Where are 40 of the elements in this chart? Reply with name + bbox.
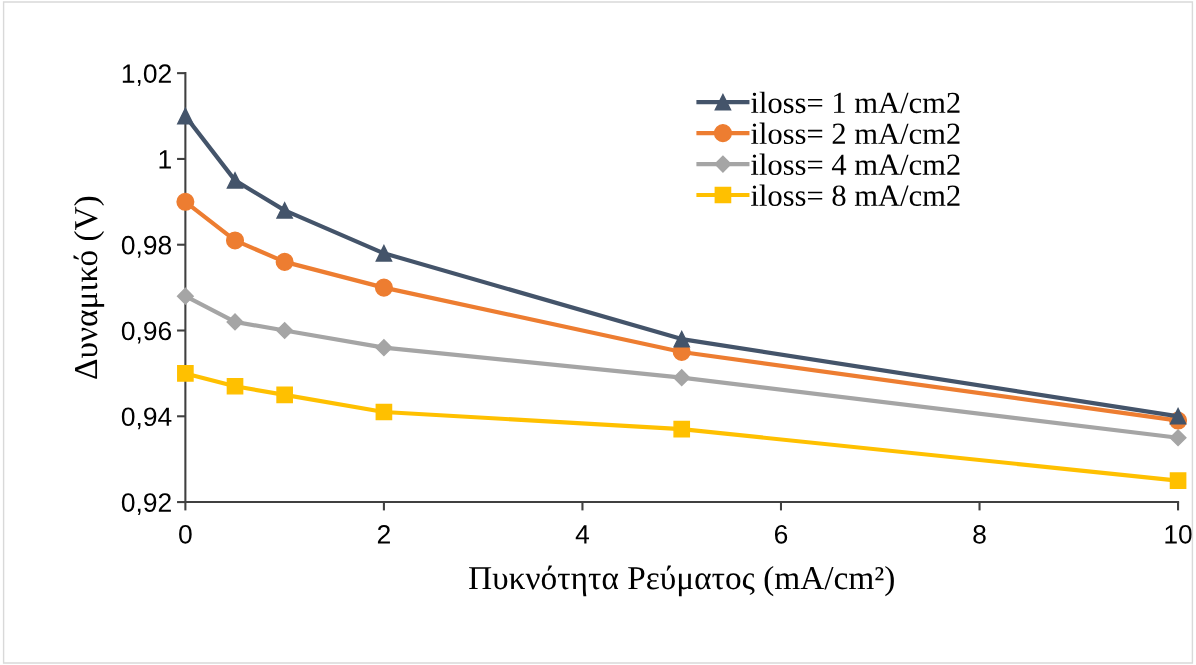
point bbox=[673, 330, 691, 348]
legend-label: iloss= 8 mA/cm2 bbox=[751, 184, 960, 207]
point bbox=[176, 287, 194, 305]
y-tick-label: 0,96 bbox=[121, 321, 172, 344]
point bbox=[177, 365, 194, 382]
point bbox=[375, 403, 393, 421]
y-tick-label: 0,92 bbox=[121, 493, 171, 516]
x-tick-label: 8 bbox=[973, 524, 986, 544]
point bbox=[276, 321, 294, 340]
point bbox=[177, 107, 194, 125]
x-axis-title: Πυκνότητα Ρεύματος (mA/cm²) bbox=[469, 565, 894, 597]
y-tick-label: 0,98 bbox=[121, 235, 172, 258]
point bbox=[226, 172, 244, 189]
point bbox=[226, 313, 244, 331]
y-tick-label: 1 bbox=[159, 150, 171, 169]
point bbox=[276, 386, 293, 404]
point bbox=[375, 339, 393, 357]
legend-label: iloss= 2 mA/cm2 bbox=[751, 122, 960, 145]
point bbox=[375, 244, 393, 262]
x-tick-label: 6 bbox=[774, 524, 788, 544]
point bbox=[276, 202, 293, 219]
legend-label: iloss= 1 mA/cm2 bbox=[751, 91, 960, 114]
point bbox=[176, 192, 195, 211]
point bbox=[1169, 429, 1187, 447]
legend-label: iloss= 4 mA/cm2 bbox=[751, 153, 960, 176]
point bbox=[1169, 407, 1187, 425]
point bbox=[673, 420, 691, 438]
point bbox=[1169, 472, 1187, 489]
x-tick-label: 10 bbox=[1165, 524, 1192, 544]
point bbox=[275, 252, 294, 271]
x-tick-label: 0 bbox=[179, 524, 192, 544]
y-tick-label: 0,94 bbox=[121, 407, 172, 430]
x-tick-label: 2 bbox=[377, 524, 390, 544]
x-tick-label: 4 bbox=[575, 525, 590, 544]
point bbox=[673, 369, 691, 387]
point bbox=[226, 377, 244, 395]
point bbox=[225, 231, 245, 250]
point bbox=[374, 278, 393, 297]
y-axis-title: Δυναμικό (V) bbox=[73, 196, 105, 379]
y-tick-label: 1,02 bbox=[122, 64, 171, 87]
